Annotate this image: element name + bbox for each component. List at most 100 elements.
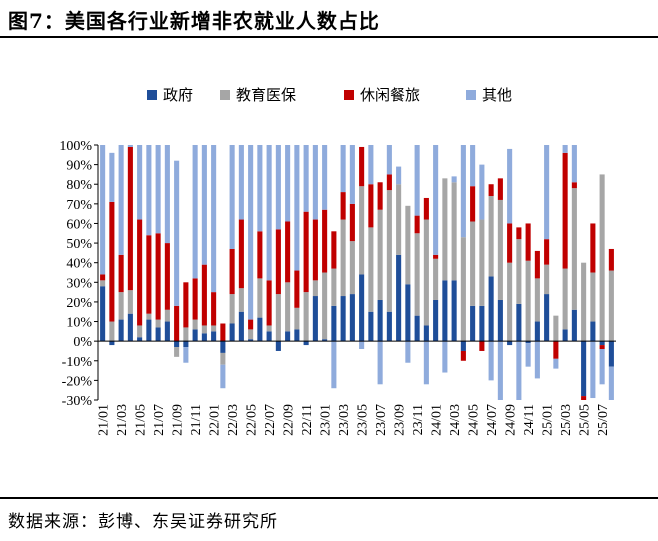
bar-24/10-series-1	[516, 303, 522, 342]
bar-23/04-series-3	[349, 203, 355, 242]
bar-22/12-series-3	[312, 219, 318, 281]
y-tick-label: 20%	[66, 296, 92, 311]
bar-22/08-series-4	[275, 145, 281, 230]
bar-22/12-series-4	[312, 145, 318, 220]
bar-24/06-series-2	[479, 219, 485, 306]
bar-23/09-series-1	[396, 254, 402, 342]
bar-25/01-series-4	[544, 145, 550, 240]
bar-21/06-series-3	[146, 235, 152, 314]
x-tick-label: 23/09	[393, 404, 408, 436]
bar-23/09-series-4	[396, 166, 402, 185]
bar-22/02-series-2	[220, 352, 226, 365]
bar-21/11-series-4	[192, 145, 198, 279]
bar-21/02-series-2	[109, 321, 115, 342]
bar-25/03-series-2	[562, 268, 568, 330]
bar-24/09-series-2	[507, 262, 513, 342]
bar-24/07-series-3	[488, 184, 494, 196]
bar-24/01-series-1	[433, 299, 439, 342]
x-tick-label: 22/05	[245, 404, 260, 436]
title-rule	[0, 36, 658, 38]
x-tick-label: 24/09	[504, 404, 519, 436]
bar-24/12-series-4	[534, 341, 540, 379]
bar-25/06-series-2	[590, 272, 596, 322]
bar-24/05-series-2	[470, 221, 476, 306]
bar-25/06-series-3	[590, 223, 596, 273]
bar-23/01-series-1	[322, 339, 328, 342]
source-note: 数据来源：彭博、东吴证券研究所	[8, 512, 278, 532]
x-tick-label: 23/11	[411, 404, 426, 435]
bar-24/12-series-3	[534, 250, 540, 279]
y-tick-label: -20%	[62, 374, 93, 389]
footer-rule	[0, 497, 658, 499]
bar-23/04-series-2	[349, 241, 355, 295]
bar-22/03-series-3	[229, 248, 235, 295]
bar-21/04-series-3	[127, 146, 133, 291]
x-tick-label: 21/11	[189, 404, 204, 435]
bar-21/12-series-4	[201, 145, 207, 265]
bar-23/02-series-3	[331, 231, 337, 269]
bar-21/07-series-2	[155, 319, 161, 328]
bar-23/08-series-2	[386, 190, 392, 312]
bar-25/08-series-2	[608, 270, 614, 342]
x-tick-label: 21/01	[97, 404, 112, 436]
legend-swatch-4	[466, 90, 476, 100]
bar-22/05-series-2	[248, 329, 254, 340]
bar-25/01-series-2	[544, 264, 550, 295]
bar-21/06-series-2	[146, 313, 152, 320]
bar-22/07-series-2	[266, 325, 272, 332]
bar-21/04-series-4	[127, 145, 133, 147]
bar-22/04-series-3	[238, 219, 244, 289]
bar-23/05-series-4	[359, 341, 365, 349]
bar-24/05-series-4	[470, 145, 476, 187]
bar-23/05-series-2	[359, 186, 365, 275]
bar-23/12-series-1	[423, 325, 429, 342]
bar-21/07-series-4	[155, 145, 161, 234]
bar-25/04-series-4	[571, 145, 577, 183]
bar-23/11-series-3	[414, 215, 420, 234]
bar-24/08-series-2	[497, 199, 503, 300]
bar-21/11-series-3	[192, 278, 198, 320]
bar-25/03-series-3	[562, 152, 568, 269]
bar-22/11-series-4	[303, 145, 309, 212]
bar-25/03-series-4	[562, 145, 568, 153]
y-tick-label: 30%	[66, 276, 92, 291]
bar-21/05-series-3	[137, 219, 143, 326]
bar-23/06-series-3	[368, 184, 374, 228]
stacked-bar-chart: 政府 教育医保 休闲餐旅 其他 100% 90% 80% 70% 60% 50% 40% 30% 20…	[59, 86, 616, 436]
bar-24/09-series-3	[507, 223, 513, 263]
bar-21/03-series-3	[118, 254, 124, 293]
bar-24/12-series-1	[534, 321, 540, 342]
y-tick-label: 50%	[66, 237, 92, 252]
bar-25/04-series-2	[571, 188, 577, 310]
x-tick-label: 25/07	[596, 404, 611, 436]
bar-23/03-series-4	[340, 145, 346, 193]
bar-22/01-series-1	[211, 331, 217, 342]
bar-21/07-series-1	[155, 327, 161, 342]
x-tick-label: 22/11	[300, 404, 315, 435]
bar-22/11-series-3	[303, 211, 309, 293]
bar-21/10-series-4	[183, 347, 189, 363]
bar-23/11-series-2	[414, 233, 420, 316]
bar-24/06-series-1	[479, 305, 485, 342]
bar-25/04-series-1	[571, 309, 577, 342]
bar-23/06-series-1	[368, 311, 374, 342]
bar-25/05-series-3	[581, 396, 587, 400]
bar-22/06-series-3	[257, 231, 263, 279]
bar-25/07-series-2	[599, 174, 605, 342]
bar-25/01-series-1	[544, 294, 550, 342]
bar-21/01-series-1	[100, 286, 106, 342]
x-tick-label: 21/03	[115, 404, 130, 436]
bar-22/06-series-4	[257, 145, 263, 232]
bar-23/01-series-3	[322, 209, 328, 273]
bar-21/09-series-2	[174, 347, 180, 357]
bar-23/06-series-4	[368, 145, 374, 185]
bar-24/04-series-4	[460, 145, 466, 238]
bar-22/09-series-1	[285, 331, 291, 342]
y-tick-label: 80%	[66, 178, 92, 193]
bar-22/04-series-2	[238, 288, 244, 312]
bar-23/07-series-2	[377, 209, 383, 300]
bar-22/08-series-3	[275, 229, 281, 295]
bar-22/08-series-2	[275, 294, 281, 342]
bar-22/10-series-2	[294, 307, 300, 330]
bar-21/08-series-1	[164, 321, 170, 342]
